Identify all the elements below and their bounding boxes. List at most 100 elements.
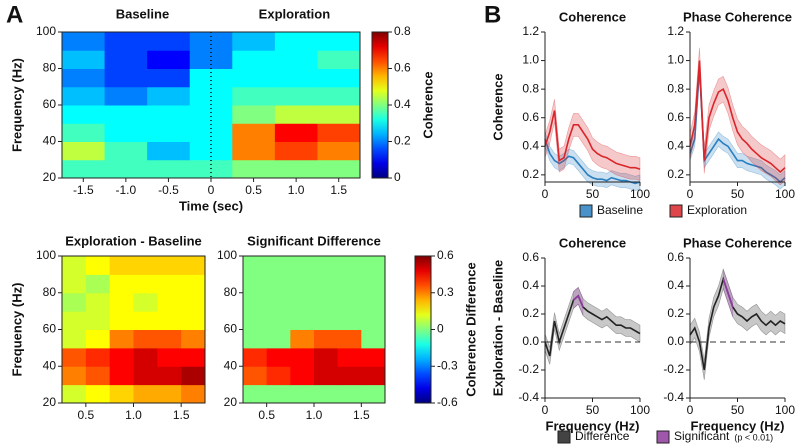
heatmap-cell [266,366,291,386]
heatmap-cell [361,347,386,367]
x-tick-label: -1.0 [116,183,137,197]
x-tick-label: 1.0 [125,408,142,422]
colorbar-tick-label: 0.4 [394,97,411,111]
y-tick-label: -0.2 [518,362,539,376]
y-tick-label: 0.6 [667,250,684,264]
heatmap-cell [290,311,315,330]
x-tick-label: 1.5 [330,183,347,197]
heatmap-cell [104,105,148,124]
colorbar-tick-label: 0.2 [394,134,411,148]
chart-title: Coherence [559,9,626,24]
heatmap-cell [133,329,158,349]
y-tick-label: 0.2 [522,167,539,181]
heatmap-cell [85,347,111,367]
heatmap-cell [361,329,386,349]
heatmap-cell [109,347,134,367]
y-tick-label: -0.4 [518,390,539,404]
heatmap-cell [62,274,87,294]
y-tick-label: 0.0 [522,334,539,348]
error-band [573,286,584,316]
colorbar-tick-label: -0.3 [437,358,458,372]
panel-label: B [484,1,501,28]
heatmap-cell [274,123,318,142]
heatmap-cell [232,50,276,69]
x-tick-label: 1.0 [288,183,305,197]
y-tick-label: 0.6 [522,250,539,264]
heatmap-cell [189,68,233,88]
chart-title: Baseline [116,6,169,21]
heatmap-cell [189,105,233,124]
heatmap-cell [147,68,191,88]
colorbar-tick-label: 0.6 [437,248,454,262]
heatmap-cell [337,366,362,386]
x-tick-label: 50 [731,187,745,201]
heatmap-cell [109,384,134,404]
x-tick-label: 0 [542,187,549,201]
heatmap-cell [133,384,158,404]
heatmap-cell [62,159,106,179]
heatmap-cell [243,329,268,349]
heatmap-cell [290,384,315,404]
heatmap-cell [189,141,233,161]
heatmap-cell [266,384,291,404]
chart-title: Phase Coherence [683,235,792,250]
heatmap-cell [243,292,268,312]
y-tick-label: 60 [224,322,238,336]
heatmap-cell [314,311,339,330]
heatmap-cell [243,274,268,294]
heatmap-cell [133,347,158,367]
heatmap-cell [147,86,191,106]
heatmap-cell [104,141,148,161]
heatmap-cell [232,32,276,51]
series-line [722,278,734,308]
x-tick-label: 100 [775,187,795,201]
heatmap-cell [109,366,134,386]
x-axis-label: Frequency (Hz) [546,418,640,433]
heatmap-cell [147,32,191,51]
heatmap-cell [189,159,233,179]
heatmap-cell [104,32,148,51]
x-tick-label: -0.5 [158,183,179,197]
colorbar-label: Coherence Difference [463,262,478,396]
heatmap-cell [317,50,361,69]
heatmap-cell [274,68,318,88]
heatmap-cell [314,256,339,275]
heatmap-cell [314,292,339,312]
series-line [689,60,786,174]
heatmap-cell [109,274,134,294]
y-tick-label: 80 [43,61,57,75]
heatmap-cell [62,123,106,142]
heatmap-cell [314,329,339,349]
heatmap-cell [243,311,268,330]
x-tick-label: 1.0 [306,408,323,422]
y-axis-label: Frequency (Hz) [9,58,24,152]
heatmap-cell [274,50,318,69]
y-axis-label: Frequency (Hz) [9,283,24,377]
x-tick-label: 50 [586,403,600,417]
y-tick-label: 100 [36,248,56,262]
heatmap-cell [361,366,386,386]
heatmap-cell [232,105,276,124]
heatmap-cell [104,50,148,69]
y-tick-label: 1.0 [667,53,684,67]
heatmap-cell [274,32,318,51]
y-axis-label: Exploration - Baseline [490,260,505,397]
y-tick-label: 0.4 [667,138,684,152]
x-tick-label: 0 [687,403,694,417]
heatmap-cell [361,292,386,312]
heatmap-cell [109,292,134,312]
colorbar-tick-label: 0.3 [437,285,454,299]
x-tick-label: 50 [586,187,600,201]
heatmap-cell [62,32,106,51]
heatmap-cell [274,105,318,124]
x-tick-label: 100 [630,187,650,201]
y-tick-label: 20 [224,395,238,409]
heatmap-cell [133,292,158,312]
chart-title: Exploration - Baseline [65,233,202,248]
heatmap-cell [266,329,291,349]
heatmap-cell [361,311,386,330]
heatmap-cell [314,384,339,404]
heatmap-cell [232,86,276,106]
x-tick-label: 0 [208,183,215,197]
